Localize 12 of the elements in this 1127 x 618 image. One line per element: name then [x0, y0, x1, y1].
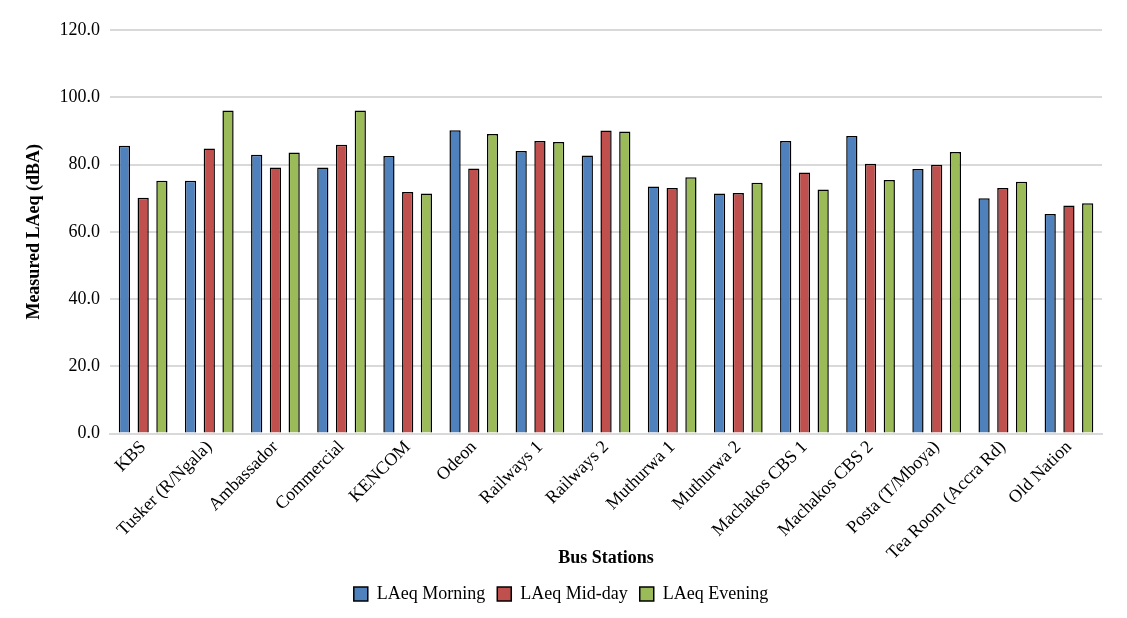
y-tick-label: 80.0	[68, 153, 101, 174]
y-tick-label: 60.0	[68, 220, 101, 241]
y-tick-label: 0.0	[77, 422, 101, 443]
y-axis-title: Measured LAeq (dBA)	[23, 143, 45, 320]
y-tick-label: 120.0	[59, 18, 101, 39]
legend-label: LAeq Evening	[662, 582, 769, 603]
legend-label: LAeq Mid-day	[520, 582, 628, 603]
y-tick-label: 40.0	[68, 287, 101, 308]
x-axis-title: Bus Stations	[558, 546, 654, 567]
y-tick-label: 20.0	[68, 355, 101, 376]
y-tick-label: 100.0	[59, 86, 101, 106]
legend-label: LAeq Morning	[376, 582, 486, 603]
